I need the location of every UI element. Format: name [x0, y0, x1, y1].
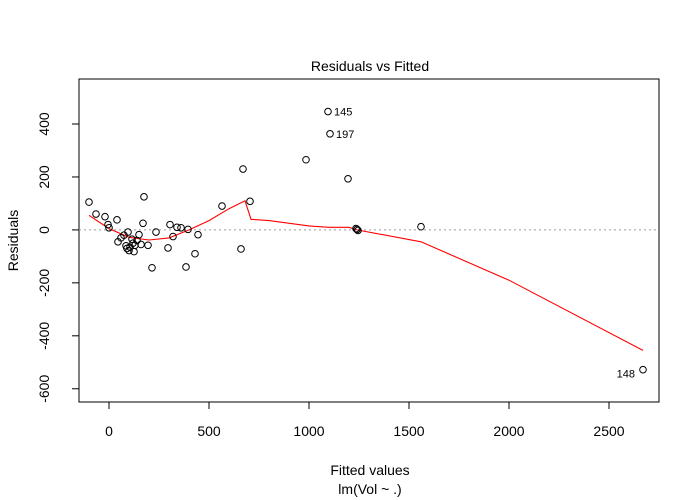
x-tick-label: 500: [197, 423, 221, 439]
x-tick-label: 2500: [593, 423, 624, 439]
point-label: 148: [617, 369, 635, 381]
point-label: 197: [336, 129, 354, 141]
data-point: [302, 155, 310, 164]
data-point: [140, 193, 148, 201]
data-point: [417, 222, 425, 231]
y-tick-label: -200: [36, 269, 52, 297]
data-point: [353, 225, 361, 234]
data-point: [105, 223, 113, 232]
data-point: [352, 224, 360, 233]
data-point: [113, 216, 121, 224]
data-point: [104, 220, 112, 229]
data-point: [125, 246, 133, 255]
y-tick-label: 0: [36, 226, 52, 234]
point-labels-layer: 145 197 148: [334, 107, 635, 381]
data-point: [324, 107, 332, 116]
data-point: [218, 202, 226, 210]
x-tick-label: 2000: [493, 423, 524, 439]
x-tick-label: 1000: [293, 423, 324, 439]
point-label: 145: [334, 107, 352, 119]
points-layer: [85, 107, 647, 374]
chart-title: Residuals vs Fitted: [311, 58, 429, 74]
y-tick-label: 400: [36, 112, 52, 136]
data-point: [326, 130, 334, 138]
data-point: [148, 263, 156, 272]
data-point: [344, 175, 352, 183]
data-point: [129, 239, 137, 247]
data-point: [173, 223, 181, 232]
y-tick-label: -600: [36, 375, 52, 403]
data-point: [169, 232, 177, 241]
data-point: [139, 219, 147, 228]
data-point: [124, 228, 132, 236]
smoother-layer: [88, 200, 644, 351]
data-point: [191, 249, 199, 258]
data-point: [354, 226, 362, 235]
data-point: [135, 230, 143, 239]
data-point: [128, 235, 136, 243]
data-point: [237, 245, 245, 253]
y-tick-label: 200: [36, 165, 52, 189]
data-point: [166, 220, 174, 229]
data-point: [177, 223, 185, 232]
data-point: [164, 244, 172, 252]
axes-layer: 0 500 1000 1500 2000 2500 -600 -400 -200 0 200 400: [36, 78, 660, 439]
data-point: [131, 241, 139, 250]
plot-frame: [78, 78, 660, 403]
x-tick-label: 1500: [393, 423, 424, 439]
x-axis-label: Fitted values: [330, 462, 409, 478]
x-tick-label: 0: [105, 423, 113, 439]
data-point: [239, 165, 247, 173]
data-point: [639, 365, 647, 374]
data-point: [246, 197, 254, 206]
data-point: [194, 230, 202, 239]
data-point: [152, 228, 160, 236]
data-point: [85, 198, 93, 206]
x-axis-model-label: lm(Vol ~ .): [338, 481, 401, 497]
y-tick-label: -400: [36, 322, 52, 350]
data-point: [182, 263, 190, 271]
data-point: [144, 241, 152, 250]
data-point: [184, 225, 192, 234]
y-axis-label: Residuals: [5, 210, 21, 271]
smoother-line: [88, 200, 644, 351]
data-point: [101, 212, 109, 221]
data-point: [92, 210, 100, 218]
